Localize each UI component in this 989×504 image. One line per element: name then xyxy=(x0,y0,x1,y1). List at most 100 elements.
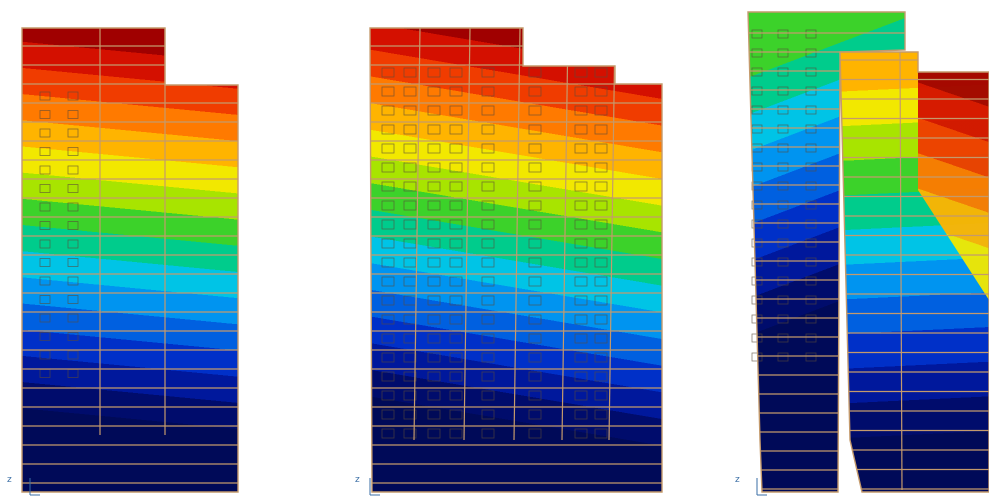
window xyxy=(805,314,817,324)
window xyxy=(427,333,441,344)
window xyxy=(528,124,542,135)
window xyxy=(594,352,608,363)
axis-label: z xyxy=(7,475,12,485)
window xyxy=(574,105,588,116)
window xyxy=(449,67,463,78)
window xyxy=(777,238,789,248)
window xyxy=(481,409,495,420)
contour-fill xyxy=(370,28,662,492)
window xyxy=(481,333,495,344)
window xyxy=(39,332,51,341)
window xyxy=(403,67,417,78)
window xyxy=(39,128,51,138)
window xyxy=(528,219,542,230)
window xyxy=(805,67,817,77)
window xyxy=(805,124,817,134)
window xyxy=(381,124,395,135)
window xyxy=(449,276,463,287)
window xyxy=(39,91,51,101)
window xyxy=(39,313,51,323)
window xyxy=(427,276,441,287)
window xyxy=(381,67,395,78)
window xyxy=(777,86,789,96)
window xyxy=(481,390,495,401)
window xyxy=(67,128,79,138)
window xyxy=(403,371,417,382)
window xyxy=(574,181,588,192)
window xyxy=(751,124,763,134)
contour-fill xyxy=(22,28,238,492)
window xyxy=(574,409,588,420)
window xyxy=(427,200,441,211)
window xyxy=(427,86,441,97)
window xyxy=(403,181,417,192)
window xyxy=(594,428,608,439)
column-line xyxy=(899,51,903,491)
window xyxy=(594,219,608,230)
window xyxy=(574,219,588,230)
window xyxy=(67,350,79,360)
window xyxy=(528,200,542,211)
window xyxy=(381,162,395,173)
window xyxy=(449,428,463,439)
window xyxy=(805,86,817,96)
window xyxy=(574,352,588,363)
window xyxy=(39,221,51,230)
window xyxy=(67,147,79,156)
window xyxy=(39,165,51,175)
window xyxy=(449,314,463,325)
window xyxy=(427,238,441,249)
window xyxy=(403,409,417,420)
window xyxy=(39,295,51,304)
window xyxy=(574,238,588,249)
window xyxy=(381,390,395,401)
window xyxy=(481,314,495,325)
window xyxy=(381,314,395,325)
window xyxy=(481,238,495,249)
window xyxy=(427,390,441,401)
contour-fill xyxy=(748,12,905,492)
window xyxy=(751,86,763,96)
window xyxy=(481,181,495,192)
window xyxy=(777,314,789,324)
column-line xyxy=(608,28,616,441)
window xyxy=(403,143,417,154)
window xyxy=(777,29,789,39)
window xyxy=(528,238,542,249)
window xyxy=(777,295,789,305)
window xyxy=(574,124,588,135)
window xyxy=(528,295,542,306)
window xyxy=(777,181,789,191)
window xyxy=(449,143,463,154)
window xyxy=(427,105,441,116)
window xyxy=(403,428,417,439)
window xyxy=(449,219,463,230)
window xyxy=(481,352,495,363)
window xyxy=(449,257,463,268)
window xyxy=(403,200,417,211)
window xyxy=(427,352,441,363)
window xyxy=(528,67,542,78)
window xyxy=(381,219,395,230)
column-line xyxy=(463,28,471,441)
window xyxy=(427,257,441,268)
window xyxy=(805,219,817,229)
window xyxy=(427,162,441,173)
window xyxy=(427,124,441,135)
window xyxy=(403,352,417,363)
window xyxy=(381,238,395,249)
window xyxy=(574,428,588,439)
window xyxy=(449,409,463,420)
window xyxy=(528,181,542,192)
window xyxy=(528,314,542,325)
axis-triad-2: z xyxy=(355,475,380,496)
window xyxy=(594,200,608,211)
window xyxy=(528,371,542,382)
window xyxy=(381,143,395,154)
window xyxy=(528,86,542,97)
window xyxy=(39,258,51,267)
window xyxy=(574,314,588,325)
window xyxy=(381,333,395,344)
window xyxy=(381,371,395,382)
window xyxy=(777,105,789,115)
